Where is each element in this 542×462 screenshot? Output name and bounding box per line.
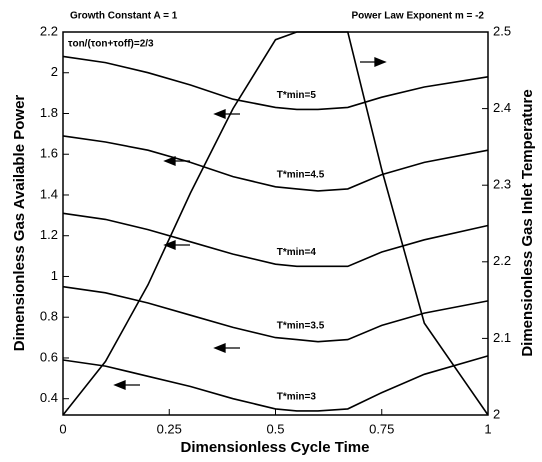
y-tick-label: 0.6: [40, 349, 58, 364]
y-tick-label: 1: [51, 268, 58, 283]
y2-tick-label: 2.2: [493, 253, 511, 268]
y2-tick-label: 2.5: [493, 23, 511, 38]
series-label: T*min=5: [277, 90, 317, 101]
y2-tick-label: 2: [493, 406, 500, 421]
y-tick-label: 1.8: [40, 105, 58, 120]
y-tick-label: 1.4: [40, 186, 58, 201]
x-tick-label: 0: [59, 421, 66, 436]
y2-tick-label: 2.3: [493, 177, 511, 192]
x-tick-label: 0.5: [266, 421, 284, 436]
y-tick-label: 1.6: [40, 146, 58, 161]
arrows: [113, 57, 387, 390]
line: [62, 212, 489, 268]
plot-frame: [62, 31, 489, 416]
x-axis-title: Dimensionless Cycle Time: [181, 439, 370, 456]
series-label: T*min=4.5: [277, 170, 325, 181]
y2-tick-label: 2.4: [493, 100, 511, 115]
y-tick-label: 2.2: [40, 23, 58, 38]
y-tick-label: 2: [51, 64, 58, 79]
y-tick-label: 1.2: [40, 227, 58, 242]
y-axis-title: Dimensionless Gas Available Power: [11, 95, 28, 352]
series-label: T*min=3: [277, 392, 317, 403]
annotation: Growth Constant A = 1: [70, 11, 178, 22]
annotation: τon/(τon+τoff)=2/3: [68, 39, 154, 50]
line: [62, 31, 489, 416]
y2-axis-title: Dimensionless Gas Inlet Temperature: [519, 89, 536, 356]
series-label: T*min=4: [277, 247, 317, 258]
x-tick-label: 1: [484, 421, 491, 436]
x-tick-label: 0.75: [369, 421, 394, 436]
y-tick-label: 0.8: [40, 309, 58, 324]
line: [62, 285, 489, 343]
y-tick-label: 0.4: [40, 390, 58, 405]
x-tick-label: 0.25: [157, 421, 182, 436]
y2-tick-label: 2.1: [493, 330, 511, 345]
series-label: T*min=3.5: [277, 320, 325, 331]
line: [62, 355, 489, 412]
line: [62, 135, 489, 192]
line: [62, 55, 489, 111]
annotation: Power Law Exponent m = -2: [351, 11, 484, 22]
